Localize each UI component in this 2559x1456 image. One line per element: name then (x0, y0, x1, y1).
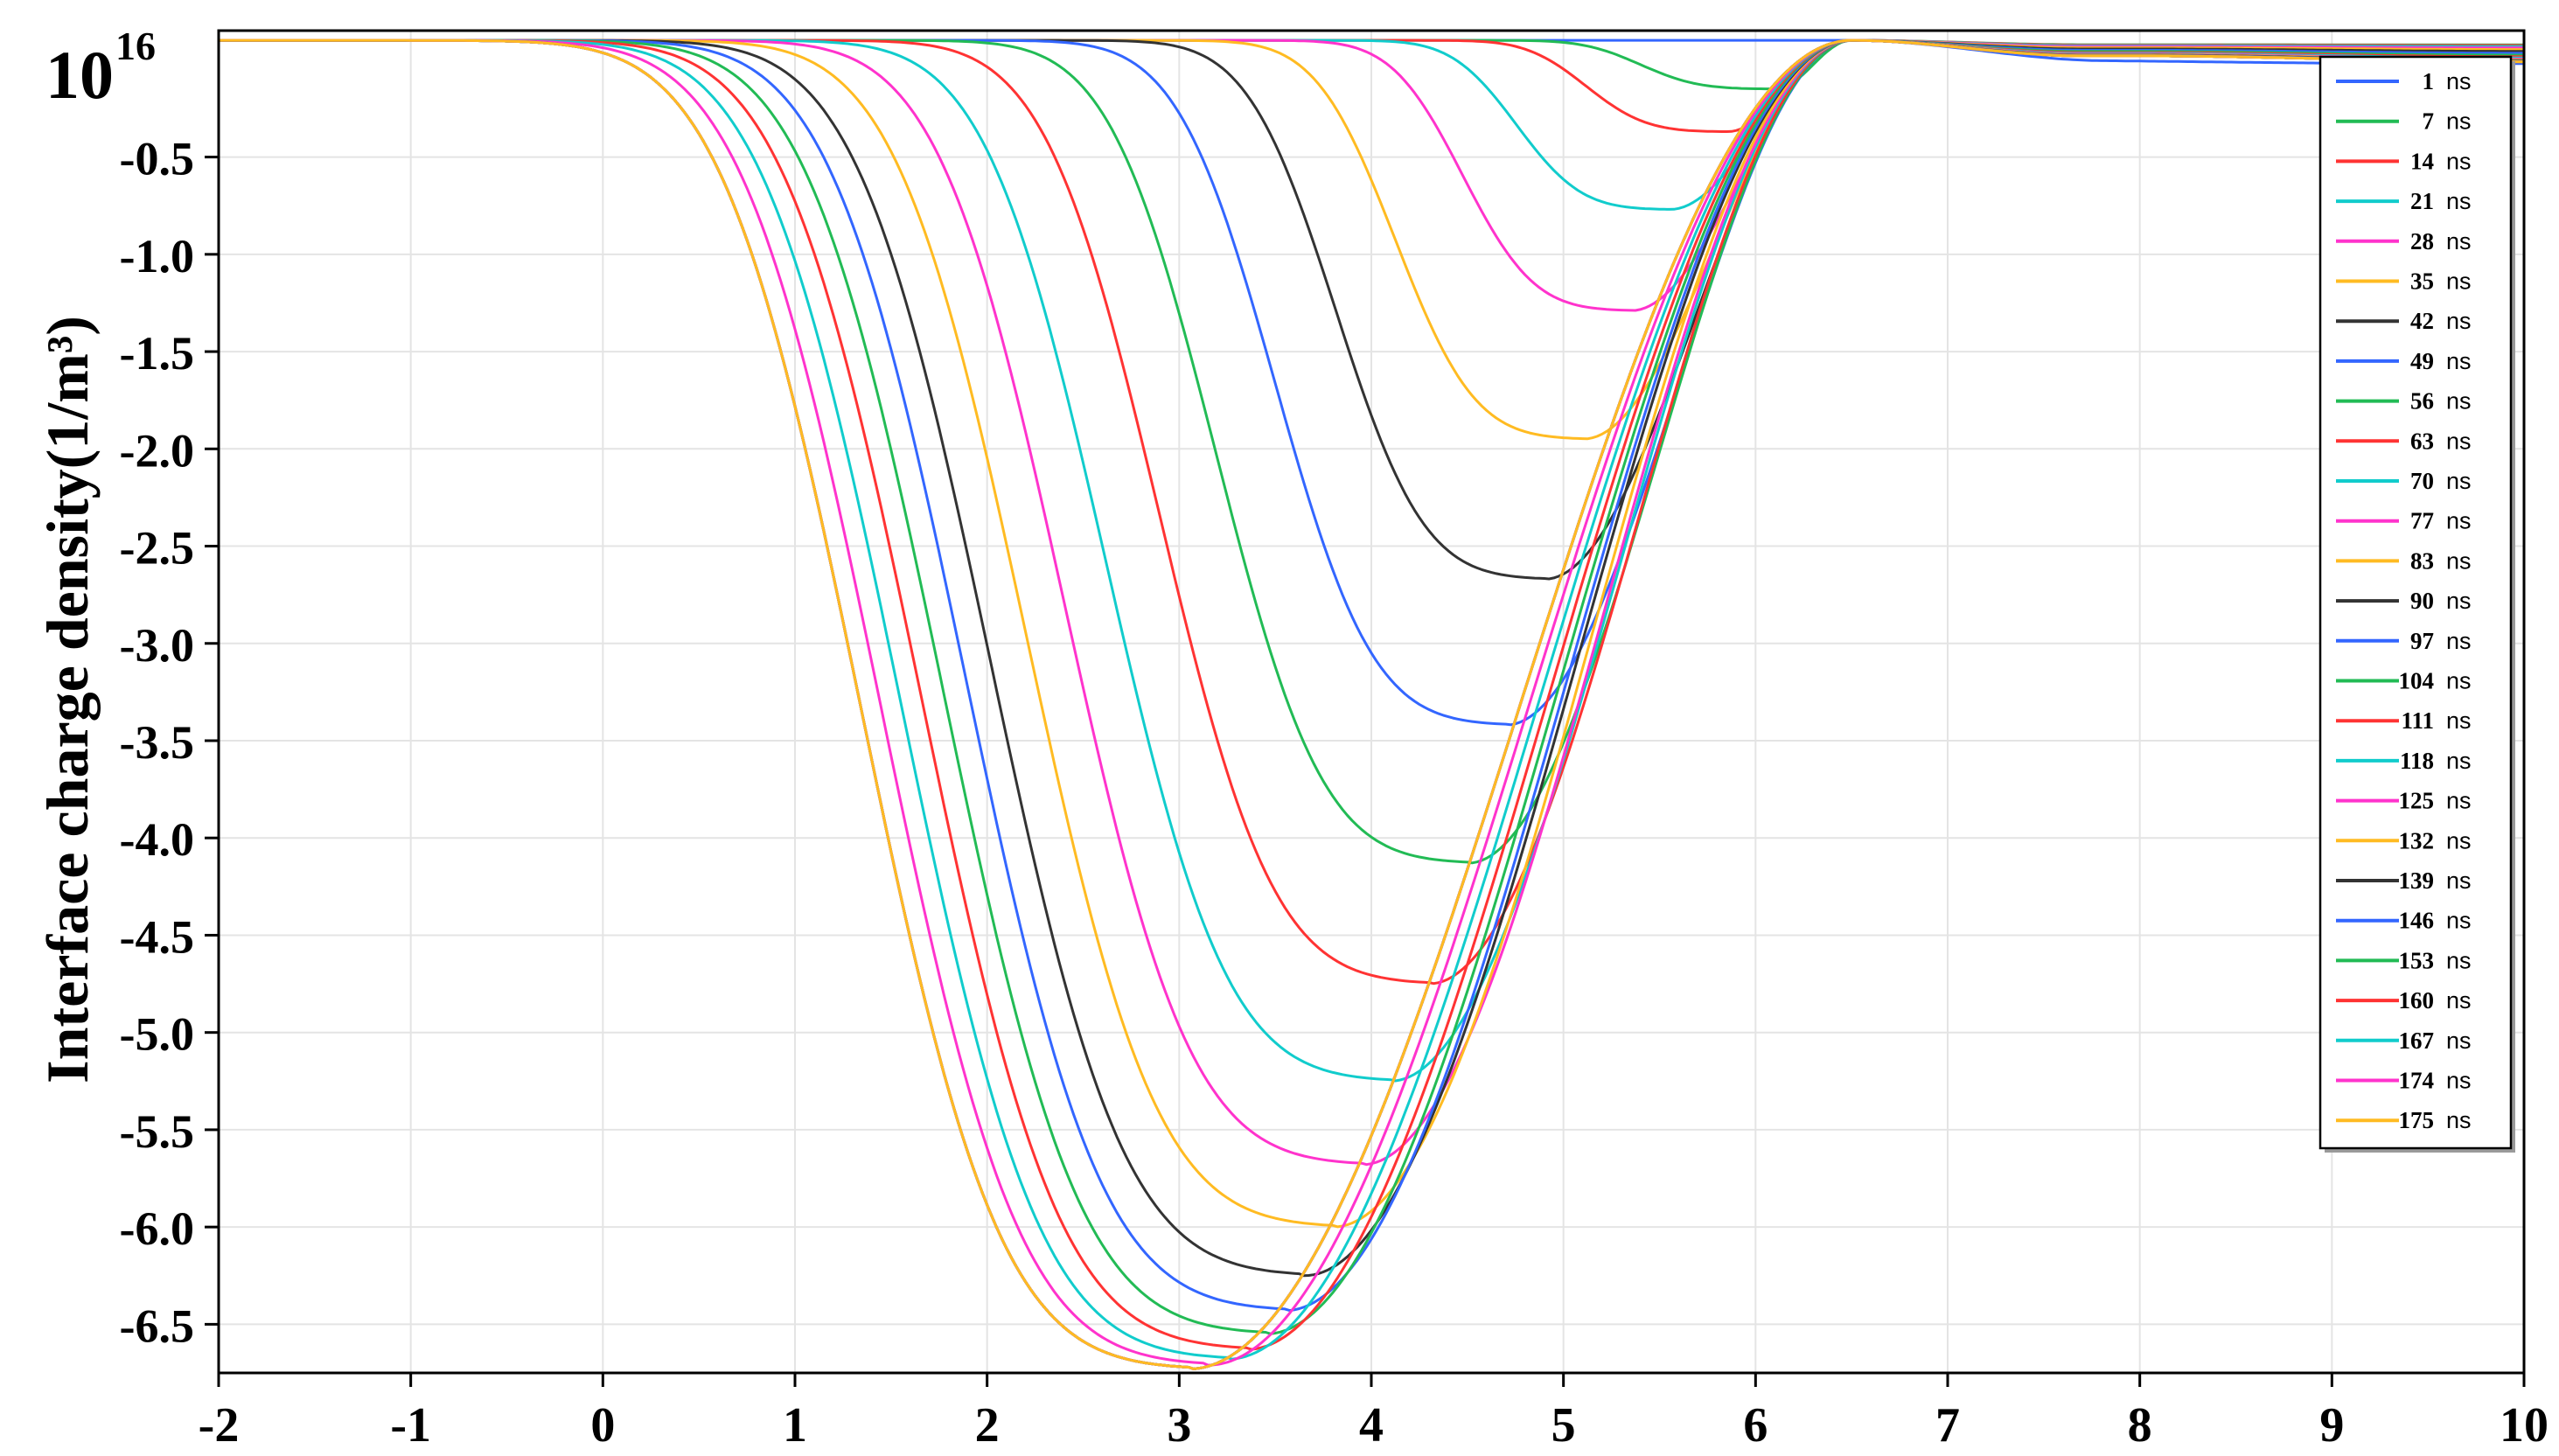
legend-label: 153 (2399, 947, 2435, 973)
legend-unit: ns (2446, 508, 2472, 534)
legend-unit: ns (2446, 947, 2472, 973)
legend-unit: ns (2446, 348, 2472, 374)
legend-unit: ns (2446, 188, 2472, 214)
legend-label: 174 (2399, 1068, 2435, 1094)
y-tick-label: -5.5 (120, 1105, 194, 1158)
y-tick-label: -1.0 (120, 230, 194, 282)
legend-label: 63 (2410, 428, 2434, 454)
scale-multiplier: 10 (45, 37, 114, 113)
legend-unit: ns (2446, 308, 2472, 334)
y-axis-label: Interface charge density(1/m³) (34, 316, 101, 1083)
legend-unit: ns (2446, 428, 2472, 454)
legend-unit: ns (2446, 987, 2472, 1014)
legend-unit: ns (2446, 268, 2472, 295)
legend-label: 77 (2410, 508, 2434, 534)
legend-label: 1 (2423, 68, 2435, 94)
legend-unit: ns (2446, 588, 2472, 614)
scale-exponent: 16 (115, 24, 156, 68)
legend-unit: ns (2446, 468, 2472, 494)
legend-label: 160 (2399, 987, 2435, 1014)
x-tick-label: 9 (2319, 1398, 2344, 1453)
legend-unit: ns (2446, 68, 2472, 94)
legend-unit: ns (2446, 228, 2472, 254)
legend-label: 111 (2401, 707, 2434, 734)
legend-label: 90 (2410, 588, 2434, 614)
legend-label: 83 (2410, 547, 2434, 574)
legend-unit: ns (2446, 108, 2472, 135)
legend-unit: ns (2446, 788, 2472, 814)
legend-label: 56 (2410, 388, 2434, 415)
x-tick-label: 10 (2500, 1398, 2549, 1453)
legend-label: 70 (2410, 468, 2434, 494)
y-tick-label: -1.5 (120, 327, 194, 380)
y-tick-label: -0.5 (120, 133, 194, 185)
legend-unit: ns (2446, 867, 2472, 894)
legend-label: 14 (2410, 148, 2434, 174)
legend-unit: ns (2446, 1068, 2472, 1094)
legend-label: 132 (2399, 827, 2435, 853)
legend-label: 118 (2400, 748, 2434, 774)
y-tick-label: -3.0 (120, 619, 194, 672)
y-tick-label: -3.5 (120, 716, 194, 769)
legend-label: 35 (2410, 268, 2434, 295)
x-tick-label: 4 (1359, 1398, 1384, 1453)
legend-unit: ns (2446, 668, 2472, 694)
legend-unit: ns (2446, 1028, 2472, 1054)
x-tick-label: 5 (1551, 1398, 1576, 1453)
legend-unit: ns (2446, 148, 2472, 174)
legend-unit: ns (2446, 388, 2472, 415)
legend: 1 ns 7 ns 14 ns 21 ns 28 ns 35 ns 42 ns 49 ns 56 ns 63 ns 70… (2318, 55, 2515, 1153)
legend-label: 104 (2399, 668, 2435, 694)
legend-unit: ns (2446, 827, 2472, 853)
x-tick-label: 1 (783, 1398, 807, 1453)
legend-label: 139 (2399, 867, 2435, 894)
x-tick-label: -1 (390, 1398, 431, 1453)
series-line-175ns (219, 38, 2524, 1370)
y-tick-label: -2.0 (120, 424, 194, 477)
legend-label: 146 (2399, 908, 2435, 934)
legend-label: 125 (2399, 788, 2435, 814)
x-tick-label: 2 (975, 1398, 1000, 1453)
y-tick-label: -2.5 (120, 522, 194, 575)
legend-label: 7 (2423, 108, 2435, 135)
y-tick-label: -6.0 (120, 1202, 194, 1255)
legend-label: 167 (2399, 1028, 2435, 1054)
legend-unit: ns (2446, 628, 2472, 654)
legend-unit: ns (2446, 908, 2472, 934)
y-tick-label: -4.0 (120, 813, 194, 866)
legend-label: 42 (2410, 308, 2434, 334)
x-tick-label: -2 (199, 1398, 240, 1453)
x-tick-label: 3 (1167, 1398, 1191, 1453)
y-tick-label: -4.5 (120, 910, 194, 963)
legend-label: 21 (2410, 188, 2434, 214)
legend-unit: ns (2446, 707, 2472, 734)
legend-label: 97 (2410, 628, 2434, 654)
legend-label: 49 (2410, 348, 2434, 374)
series-layer (219, 38, 2524, 1370)
legend-unit: ns (2446, 547, 2472, 574)
y-tick-label: -6.5 (120, 1299, 194, 1352)
x-tick-label: 7 (1935, 1398, 1960, 1453)
legend-label: 175 (2399, 1107, 2435, 1133)
x-tick-label: 8 (2128, 1398, 2152, 1453)
x-tick-label: 6 (1743, 1398, 1768, 1453)
x-axis: -2 -1 0 1 2 3 4 5 6 7 8 9 10 (199, 1373, 2549, 1453)
legend-unit: ns (2446, 1107, 2472, 1133)
x-tick-label: 0 (590, 1398, 615, 1453)
legend-label: 28 (2410, 228, 2434, 254)
y-axis: -0.5 -1.0 -1.5 -2.0 -2.5 -3.0 -3.5 -4.0 -4.5 -5.0… (120, 133, 219, 1352)
legend-unit: ns (2446, 748, 2472, 774)
y-tick-label: -5.0 (120, 1008, 194, 1061)
